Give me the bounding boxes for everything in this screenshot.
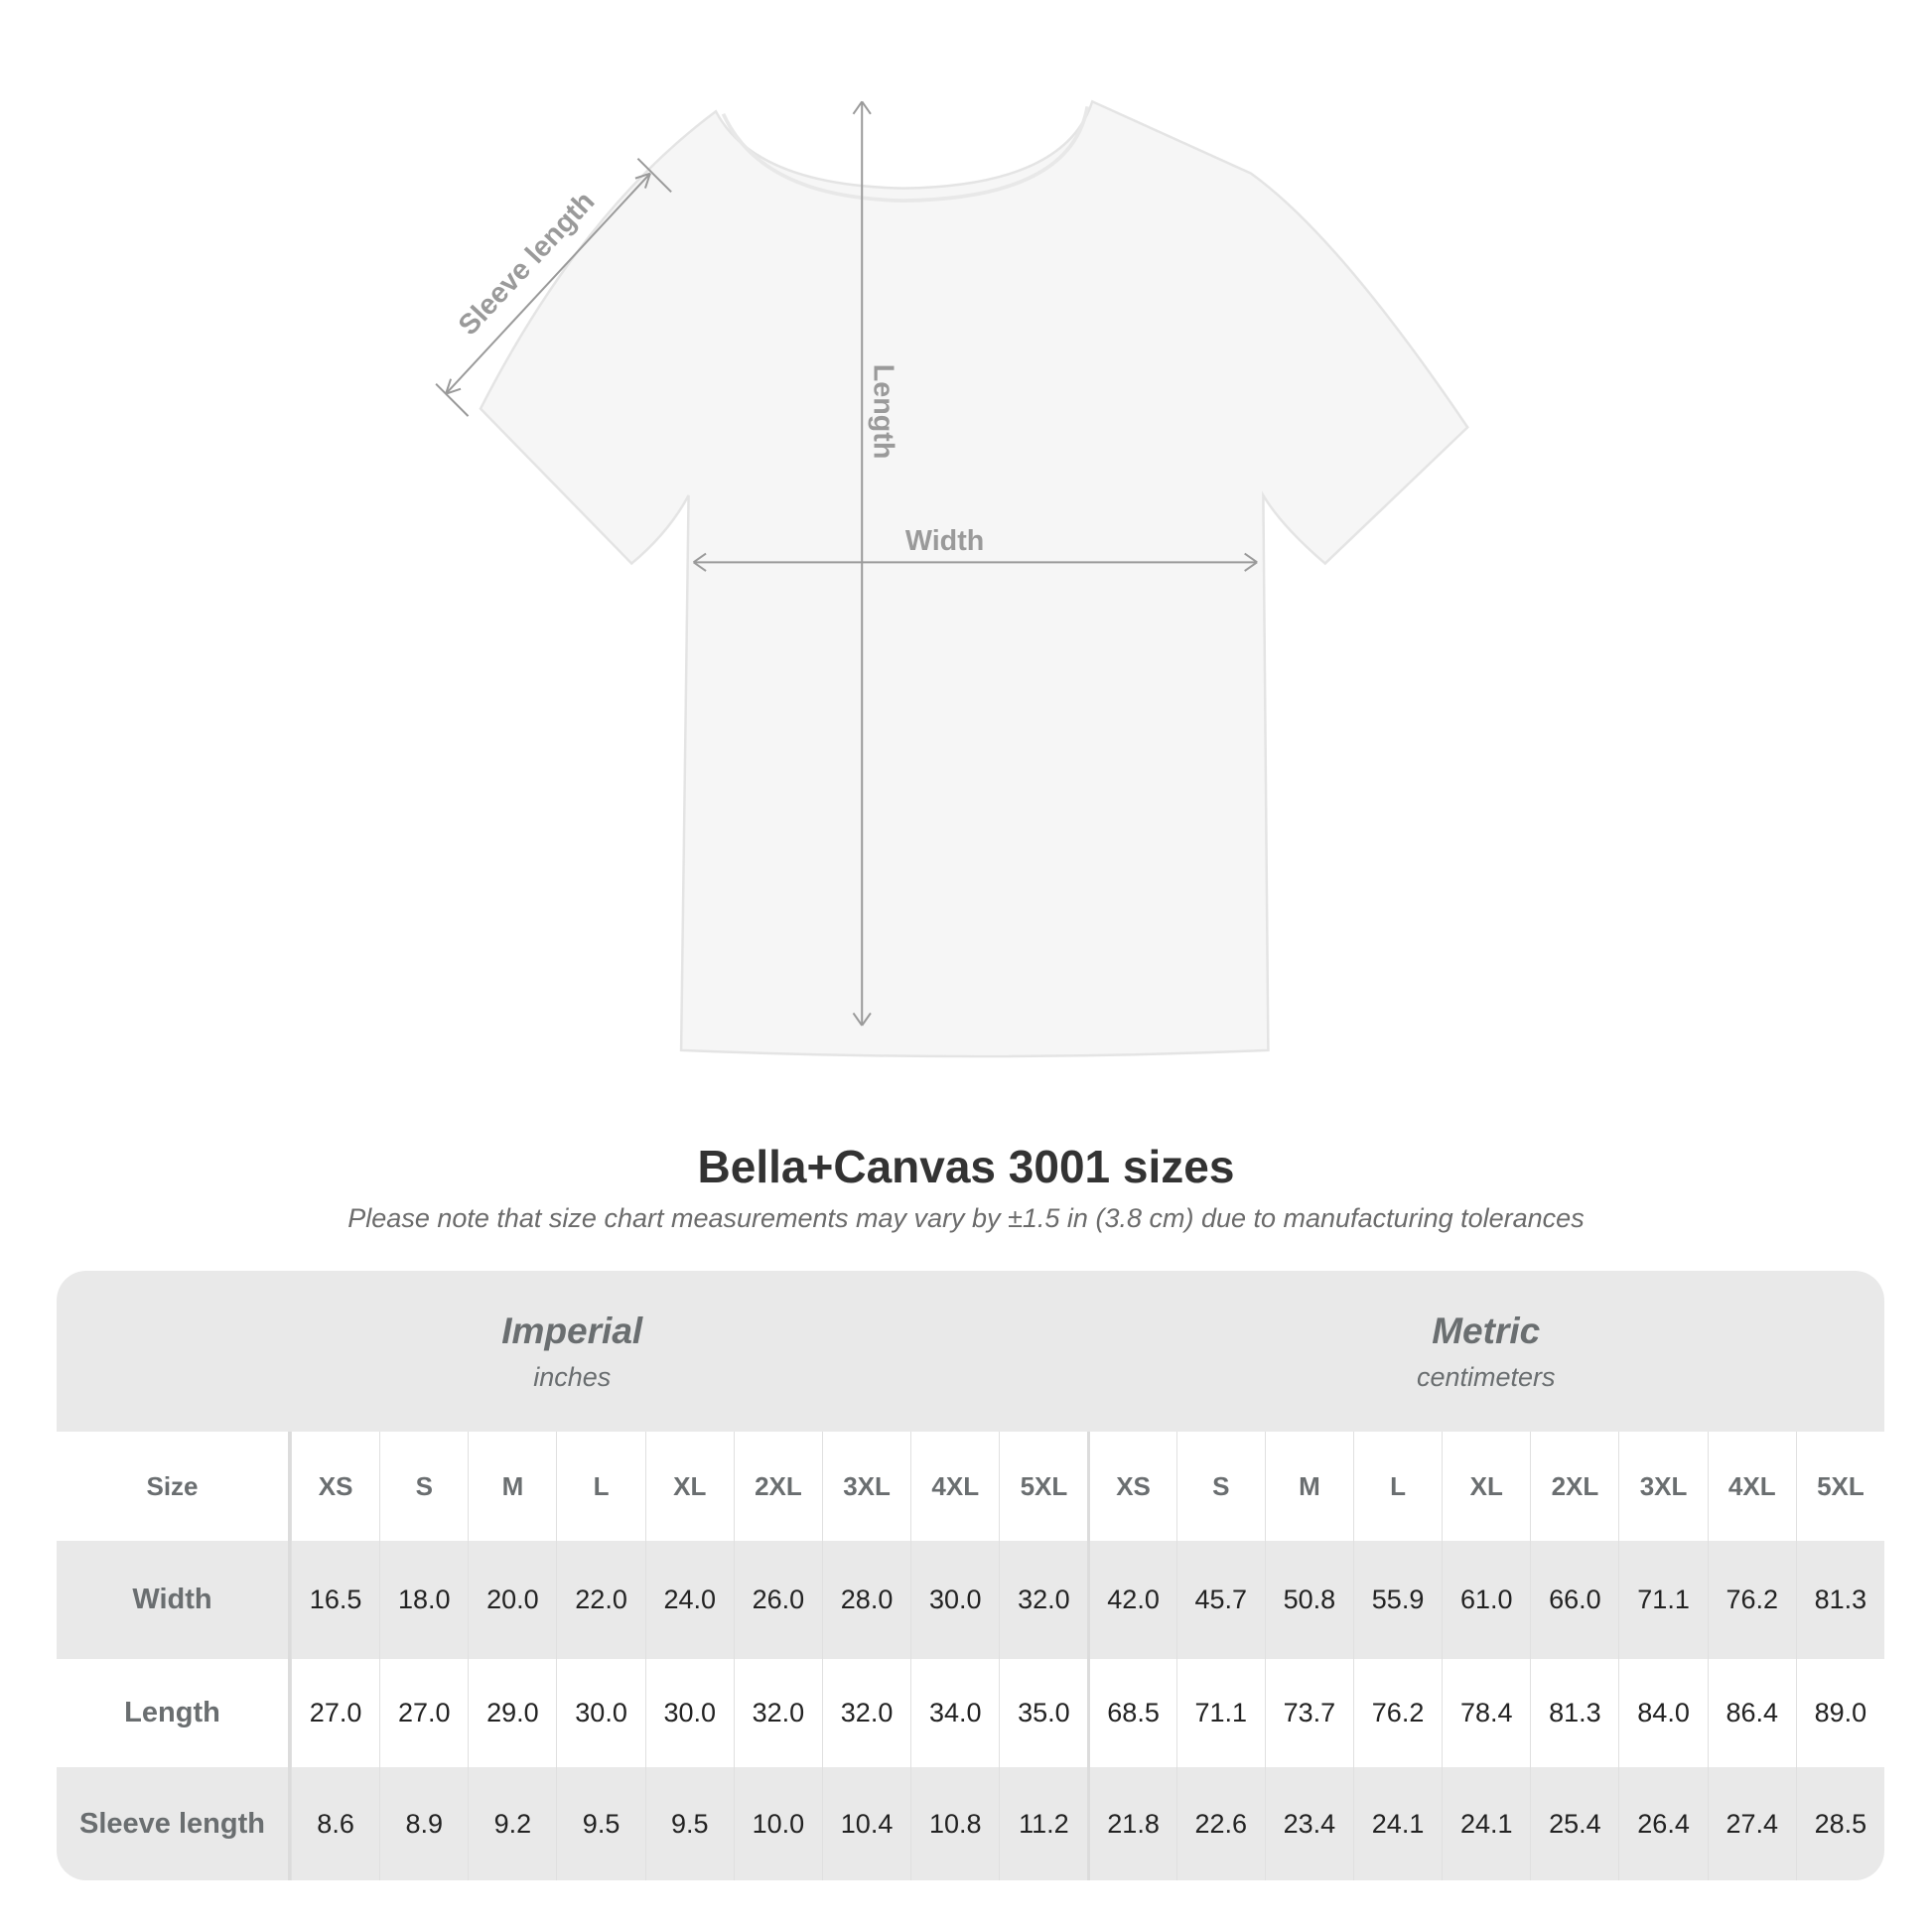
table-cell: 32.0 (821, 1659, 910, 1767)
table-cell: 10.0 (733, 1767, 822, 1880)
table-cell: 18.0 (379, 1541, 469, 1659)
size-column-header: S (379, 1432, 468, 1541)
size-column-header: 2XL (1530, 1432, 1618, 1541)
size-column-header: 4XL (910, 1432, 999, 1541)
size-column-header: L (1352, 1432, 1442, 1541)
collar (721, 105, 1090, 203)
table-cell: 9.2 (468, 1767, 557, 1880)
table-cell: 26.4 (1618, 1767, 1708, 1880)
size-column-header: 5XL (999, 1432, 1087, 1541)
imperial-header: Imperial inches (57, 1271, 1088, 1432)
table-cell: 30.0 (556, 1659, 644, 1767)
table-cell: 61.0 (1442, 1541, 1531, 1659)
size-column-header: 3XL (821, 1432, 910, 1541)
size-column-header: XS (291, 1432, 379, 1541)
table-cell: 78.4 (1442, 1659, 1530, 1767)
table-cell: 9.5 (644, 1767, 734, 1880)
size-column-header: 3XL (1618, 1432, 1707, 1541)
table-cell: 8.9 (379, 1767, 469, 1880)
sleeve-measure-line (445, 172, 651, 395)
table-cell: 28.5 (1795, 1767, 1884, 1880)
row-label: Sleeve length (57, 1767, 291, 1880)
table-cell: 55.9 (1352, 1541, 1443, 1659)
table-cell: 35.0 (999, 1659, 1087, 1767)
table-cell: 45.7 (1175, 1541, 1265, 1659)
table-cell: 81.3 (1530, 1659, 1618, 1767)
table-cell: 22.6 (1175, 1767, 1265, 1880)
imperial-unit: inches (533, 1361, 612, 1392)
table-cell: 30.0 (910, 1541, 1000, 1659)
tshirt-shape (479, 99, 1469, 1058)
size-column-header: L (556, 1432, 644, 1541)
table-cell: 16.5 (291, 1541, 380, 1659)
metric-header: Metric centimeters (1087, 1271, 1884, 1432)
table-cell: 71.1 (1618, 1541, 1708, 1659)
table-cell: 24.1 (1352, 1767, 1443, 1880)
table-cell: 30.0 (644, 1659, 734, 1767)
tolerance-note: Please note that size chart measurements… (347, 1203, 1585, 1233)
table-cell: 29.0 (468, 1659, 556, 1767)
row-label: Length (57, 1659, 291, 1767)
table-cell: 73.7 (1264, 1659, 1353, 1767)
width-label: Width (905, 525, 984, 557)
imperial-title: Imperial (501, 1310, 643, 1351)
length-label: Length (868, 364, 899, 460)
table-cell: 25.4 (1530, 1767, 1619, 1880)
size-column-header: S (1175, 1432, 1265, 1541)
metric-title: Metric (1432, 1310, 1541, 1351)
table-cell: 24.1 (1442, 1767, 1531, 1880)
size-column-header: XS (1087, 1432, 1175, 1541)
table-cell: 32.0 (733, 1659, 822, 1767)
size-column-header: 2XL (733, 1432, 822, 1541)
table-cell: 84.0 (1618, 1659, 1707, 1767)
table-cell: 76.2 (1707, 1541, 1796, 1659)
table-cell: 86.4 (1707, 1659, 1796, 1767)
size-header: Size (57, 1432, 291, 1541)
table-cell: 66.0 (1530, 1541, 1619, 1659)
table-cell: 68.5 (1087, 1659, 1175, 1767)
table-cell: 27.0 (291, 1659, 379, 1767)
size-table: Imperial inches Metric centimeters Size X… (57, 1271, 1884, 1880)
table-cell: 32.0 (999, 1541, 1088, 1659)
table-cell: 21.8 (1087, 1767, 1176, 1880)
row-label: Width (57, 1541, 291, 1659)
table-cell: 11.2 (999, 1767, 1088, 1880)
table-cell: 71.1 (1175, 1659, 1265, 1767)
table-cell: 22.0 (556, 1541, 645, 1659)
table-cell: 10.4 (821, 1767, 911, 1880)
metric-unit: centimeters (1416, 1361, 1556, 1392)
table-cell: 10.8 (910, 1767, 1000, 1880)
size-column-header: 4XL (1707, 1432, 1796, 1541)
table-cell: 34.0 (910, 1659, 999, 1767)
page-title: Bella+Canvas 3001 sizes (697, 1141, 1235, 1192)
table-cell: 9.5 (556, 1767, 645, 1880)
size-column-header: 5XL (1795, 1432, 1884, 1541)
table-cell: 81.3 (1795, 1541, 1884, 1659)
size-column-header: XL (1442, 1432, 1530, 1541)
table-cell: 42.0 (1087, 1541, 1176, 1659)
table-cell: 76.2 (1352, 1659, 1442, 1767)
table-cell: 27.0 (379, 1659, 468, 1767)
table-cell: 27.4 (1707, 1767, 1796, 1880)
size-column-header: M (468, 1432, 556, 1541)
size-column-header: XL (644, 1432, 734, 1541)
table-cell: 8.6 (291, 1767, 380, 1880)
table-cell: 20.0 (468, 1541, 557, 1659)
table-cell: 24.0 (644, 1541, 734, 1659)
measure-lines (435, 100, 1258, 1027)
table-cell: 89.0 (1795, 1659, 1884, 1767)
table-cell: 26.0 (733, 1541, 822, 1659)
size-column-header: M (1264, 1432, 1353, 1541)
table-cell: 28.0 (821, 1541, 911, 1659)
table-cell: 50.8 (1264, 1541, 1353, 1659)
table-cell: 23.4 (1264, 1767, 1353, 1880)
